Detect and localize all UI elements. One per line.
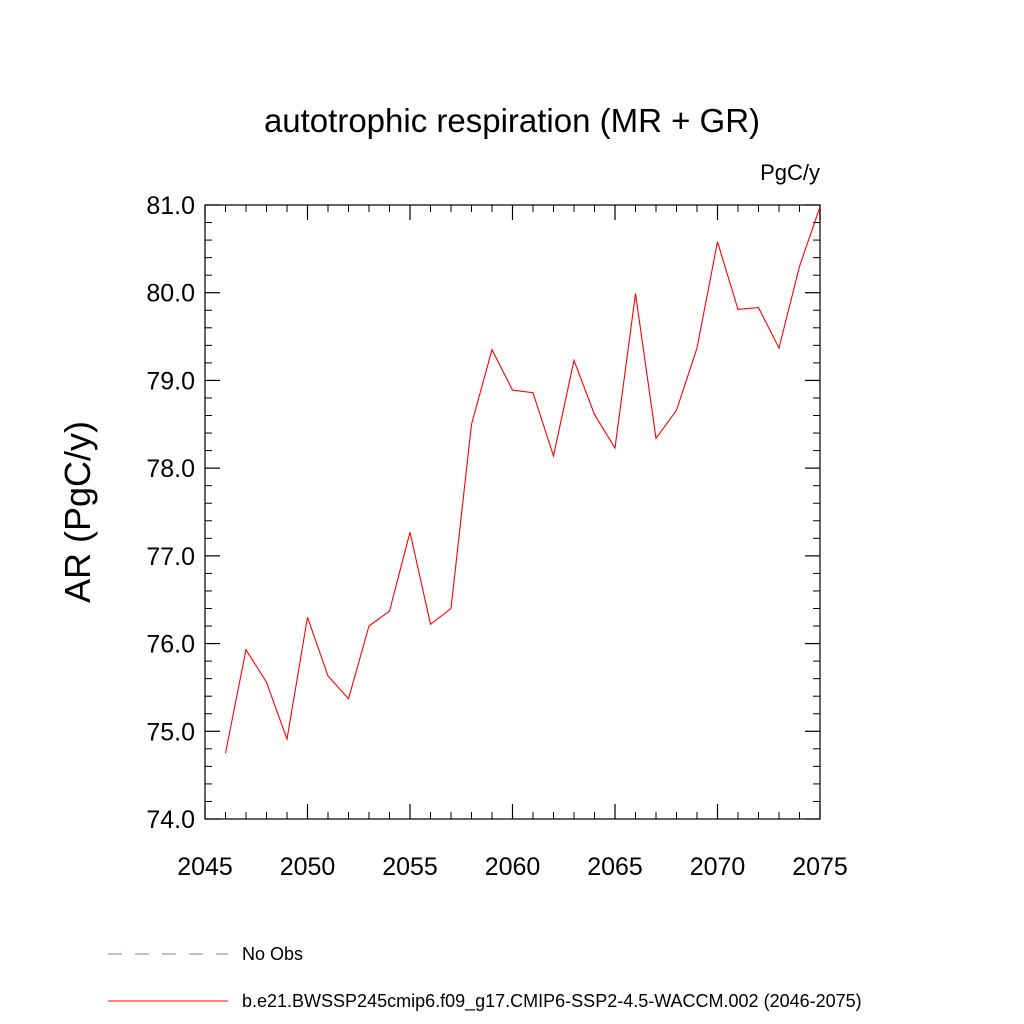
legend-label-model: b.e21.BWSSP245cmip6.f09_g17.CMIP6-SSP2-4… (242, 991, 862, 1012)
y-tick-label: 75.0 (146, 718, 195, 746)
x-tick-label: 2055 (382, 853, 438, 881)
y-tick-label: 77.0 (146, 543, 195, 571)
y-axis: 74.0 75.0 76.0 77.0 78.0 79.0 80.0 81.0 (146, 192, 820, 834)
y-tick-label: 79.0 (146, 367, 195, 395)
series-layer (224, 206, 821, 754)
x-axis: 2045 2050 2055 2060 2065 2070 2075 (177, 205, 848, 881)
series-line (224, 206, 821, 754)
chart-title: autotrophic respiration (MR + GR) (264, 102, 760, 139)
x-tick-label: 2070 (690, 853, 746, 881)
y-tick-label: 78.0 (146, 455, 195, 483)
legend: No Obs b.e21.BWSSP245cmip6.f09_g17.CMIP6… (108, 944, 862, 1012)
units-label: PgC/y (760, 160, 820, 185)
y-tick-label: 74.0 (146, 806, 195, 834)
legend-label-no-obs: No Obs (242, 944, 303, 964)
y-tick-label: 76.0 (146, 631, 195, 659)
y-tick-label: 81.0 (146, 192, 195, 220)
x-tick-label: 2050 (280, 853, 336, 881)
y-axis-label: AR (PgC/y) (57, 421, 98, 603)
x-tick-label: 2065 (587, 853, 643, 881)
x-tick-label: 2045 (177, 853, 233, 881)
y-tick-label: 80.0 (146, 280, 195, 308)
plot-frame (204, 204, 821, 820)
x-tick-label: 2060 (485, 853, 541, 881)
x-tick-label: 2075 (792, 853, 848, 881)
